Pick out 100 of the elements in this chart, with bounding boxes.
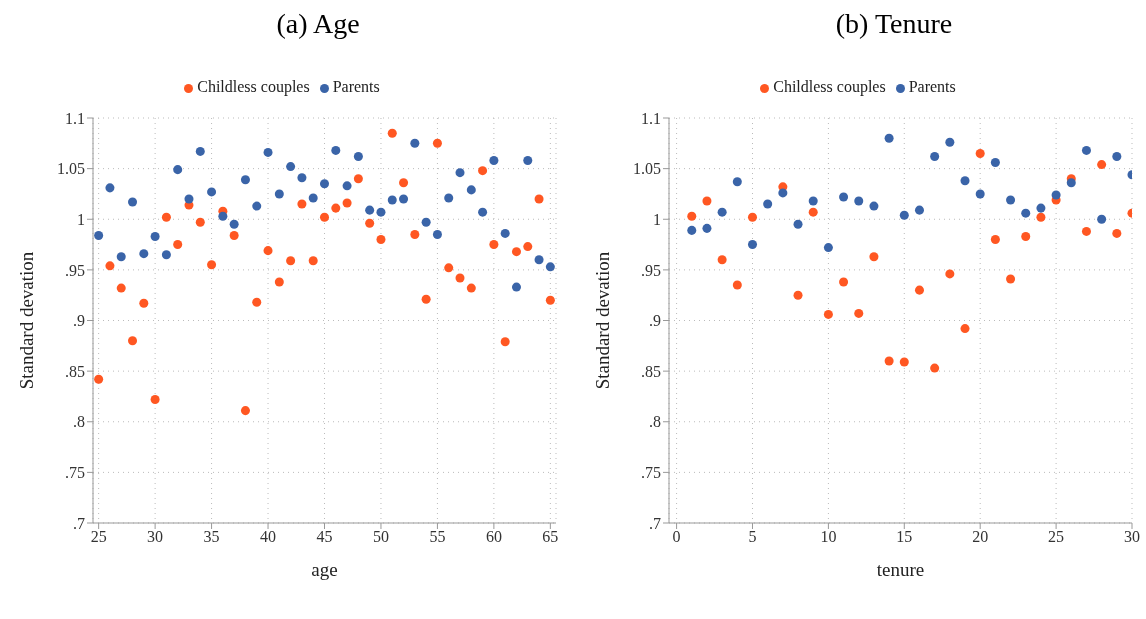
point <box>455 168 465 178</box>
point <box>960 324 970 334</box>
point <box>930 151 940 161</box>
point <box>1036 212 1046 222</box>
point <box>466 283 476 293</box>
point <box>161 212 171 222</box>
x-tick-label: 5 <box>748 528 757 546</box>
point <box>252 297 262 307</box>
point <box>263 246 273 256</box>
y-tick-label: .85 <box>65 362 85 380</box>
point <box>869 252 879 262</box>
point <box>899 210 909 220</box>
point <box>444 263 454 273</box>
legend-label: Childless couples <box>773 78 886 95</box>
y-axis-title: Standard devation <box>15 251 37 390</box>
x-axis-title: tenure <box>876 559 925 580</box>
y-tick-label: .9 <box>649 312 661 330</box>
point <box>94 230 104 240</box>
y-tick-label: .7 <box>73 514 85 532</box>
point <box>523 156 533 166</box>
point <box>342 181 352 191</box>
point <box>732 280 742 290</box>
point <box>410 138 420 148</box>
point <box>274 189 284 199</box>
point <box>1066 178 1076 188</box>
point <box>854 308 864 318</box>
chart-title: (a) Age <box>275 8 361 41</box>
point <box>1097 214 1107 224</box>
point <box>161 250 171 260</box>
point <box>240 406 250 416</box>
x-tick-label: 10 <box>820 528 837 546</box>
point <box>687 225 697 235</box>
point <box>545 295 555 305</box>
point <box>500 337 510 347</box>
point <box>808 207 818 217</box>
point <box>1097 160 1107 170</box>
point <box>1021 208 1031 218</box>
point <box>399 194 409 204</box>
y-axis-title: Standard devation <box>591 251 613 390</box>
point <box>975 148 985 158</box>
y-tick-label: .7 <box>649 514 661 532</box>
point <box>839 277 849 287</box>
point <box>195 217 205 227</box>
point <box>387 128 397 138</box>
x-tick-label: 20 <box>972 528 989 546</box>
point <box>116 252 126 262</box>
y-tick-label: .95 <box>65 261 85 279</box>
point <box>173 240 183 250</box>
x-tick-label: 65 <box>542 528 559 546</box>
y-tick-label: .9 <box>73 312 85 330</box>
point <box>319 179 330 189</box>
point <box>687 211 697 221</box>
x-tick-label: 30 <box>1124 528 1140 546</box>
point <box>218 211 228 221</box>
point <box>793 290 803 300</box>
x-tick-label: 15 <box>896 528 913 546</box>
point <box>854 196 864 206</box>
point <box>945 269 955 279</box>
point <box>545 262 555 272</box>
point <box>823 243 833 253</box>
point <box>763 199 773 209</box>
point <box>884 133 894 143</box>
point <box>353 151 363 161</box>
point <box>331 145 341 155</box>
point <box>534 255 544 265</box>
point <box>297 199 307 209</box>
y-tick-label: 1.05 <box>57 160 85 178</box>
point <box>173 165 183 175</box>
point <box>286 162 296 172</box>
x-tick-label: 25 <box>1048 528 1065 546</box>
point <box>747 240 758 250</box>
y-tick-label: .8 <box>649 413 661 431</box>
point <box>1112 151 1122 161</box>
point <box>702 223 712 233</box>
chart-title: (b) Tenure <box>834 8 954 41</box>
point <box>511 282 521 292</box>
point <box>960 176 970 186</box>
point <box>308 193 318 203</box>
y-tick-label: 1.1 <box>65 109 85 127</box>
point <box>116 283 126 293</box>
point <box>432 229 442 239</box>
point <box>331 203 341 213</box>
point <box>1051 190 1061 200</box>
y-tick-label: .75 <box>65 464 85 482</box>
point <box>432 138 442 148</box>
legend-label: Childless couples <box>197 78 310 95</box>
point <box>489 240 499 250</box>
x-axis-title: age <box>311 559 338 580</box>
point <box>702 196 712 206</box>
point <box>319 212 330 222</box>
point <box>990 234 1000 245</box>
point <box>195 146 205 156</box>
point <box>1006 274 1016 284</box>
point <box>274 277 284 287</box>
point <box>869 201 879 211</box>
legend-label: Parents <box>908 78 956 95</box>
y-tick-label: 1 <box>77 210 85 228</box>
point <box>466 185 476 195</box>
point <box>478 166 488 176</box>
point <box>732 177 742 187</box>
